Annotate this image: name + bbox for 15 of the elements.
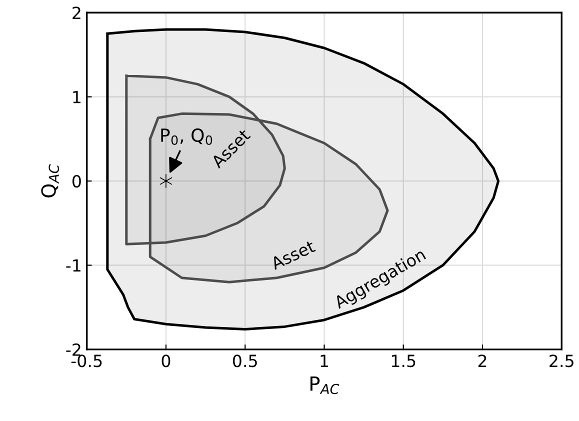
x-tick-label: 1 (320, 354, 328, 367)
x-tick-label: 0.5 (232, 354, 257, 368)
annotation: P$_{0}$, Q$_{0}$ (161, 128, 212, 145)
x-tick-label: -0.5 (71, 354, 102, 368)
x-tick-label: 0 (162, 354, 170, 368)
y-tick-label: 2 (72, 6, 80, 19)
x-tick-label: 2 (478, 354, 486, 367)
x-tick-label: 1.5 (392, 354, 416, 368)
y-tick-label: -1 (66, 259, 80, 272)
x-axis-title: P$_{AC}$ (310, 376, 340, 394)
y-tick-label: 1 (73, 91, 80, 104)
y-tick-label: -2 (66, 343, 80, 356)
x-tick-label: 2.5 (550, 354, 574, 368)
y-tick-label: 0 (72, 174, 81, 188)
y-axis-title: Q$_{AC}$ (41, 164, 60, 198)
